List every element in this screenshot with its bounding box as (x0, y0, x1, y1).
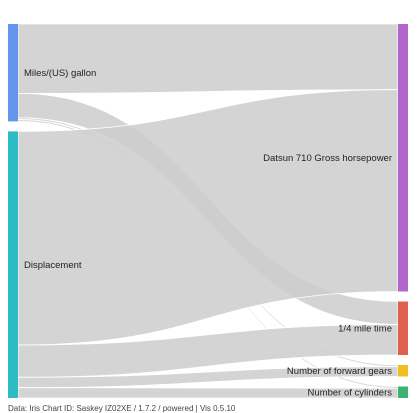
node-number-of-cylinders[interactable] (398, 386, 408, 398)
node-label-number-of-cylinders: Number of cylinders (308, 388, 393, 399)
node-label-miles-us-gallon: Miles/(US) gallon (24, 68, 96, 79)
node-displacement[interactable] (8, 131, 18, 398)
node-number-of-forward-gears[interactable] (398, 365, 408, 377)
sankey-links (18, 24, 398, 398)
node-label-1-4-mile-time: 1/4 mile time (338, 324, 392, 335)
node-label-displacement: Displacement (24, 260, 82, 271)
node-label-number-of-forward-gears: Number of forward gears (287, 366, 392, 377)
node-label-datsun-710-gross-horsepower: Datsun 710 Gross horsepower (263, 153, 392, 164)
link-miles-us-gallon-to-datsun-710-gross-horsepower[interactable] (18, 24, 398, 93)
node-miles-us-gallon[interactable] (8, 24, 18, 121)
chart-footer: Data: Iris Chart ID: Saskey IZ02XE / 1.7… (8, 404, 235, 413)
node-1-4-mile-time[interactable] (398, 301, 408, 354)
node-datsun-710-gross-horsepower[interactable] (398, 24, 408, 291)
